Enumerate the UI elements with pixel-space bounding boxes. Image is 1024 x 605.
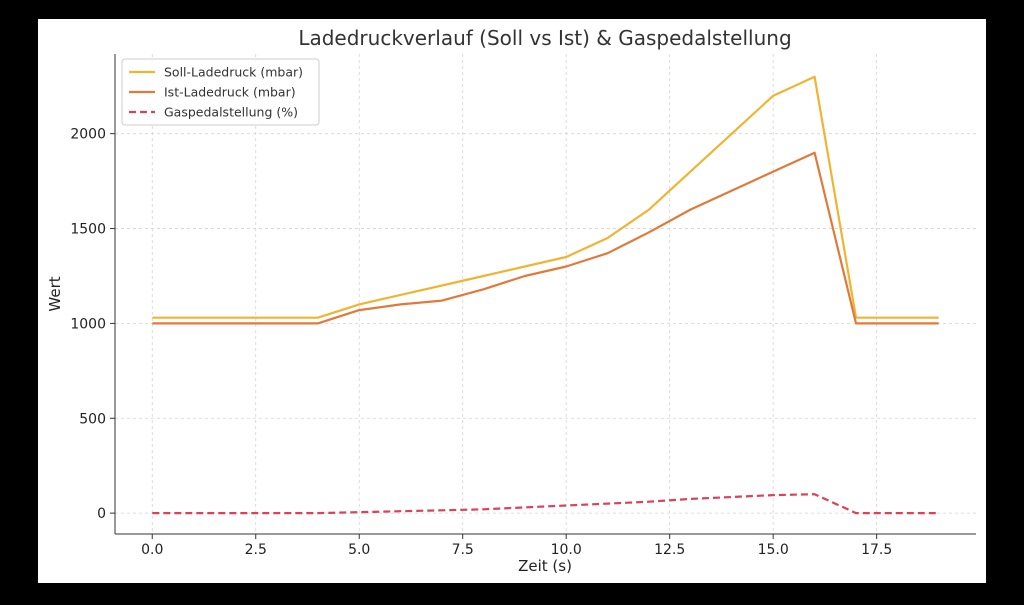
y-tick-label: 0 [97, 506, 106, 522]
legend-label: Gaspedalstellung (%) [164, 105, 298, 120]
series-line-3 [152, 493, 939, 515]
x-tick-label: 17.5 [861, 542, 892, 558]
chart-title: Ladedruckverlauf (Soll vs Ist) & Gaspeda… [298, 26, 791, 50]
x-tick-label: 5.0 [348, 542, 370, 558]
x-tick-label: 12.5 [654, 542, 685, 558]
y-tick-label: 2000 [70, 127, 106, 143]
y-axis-label: Wert [46, 276, 64, 311]
x-tick-label: 7.5 [452, 542, 474, 558]
x-tick-label: 15.0 [758, 542, 789, 558]
x-axis-label: Zeit (s) [518, 557, 572, 575]
legend: Soll-Ladedruck (mbar) Ist-Ladedruck (mbar… [121, 58, 320, 126]
grid-lines [115, 54, 976, 534]
legend-label: Ist-Ladedruck (mbar) [164, 85, 296, 100]
x-tick-label: 2.5 [245, 542, 267, 558]
legend-label: Soll-Ladedruck (mbar) [164, 65, 303, 80]
legend-box [121, 58, 320, 126]
y-tick-label: 1000 [70, 316, 106, 332]
y-tick-label: 1500 [70, 222, 106, 238]
x-tick-label: 10.0 [551, 542, 582, 558]
series-line-2 [152, 151, 939, 325]
y-tick-label: 500 [79, 411, 106, 427]
axes [110, 54, 976, 539]
x-tick-label: 0.0 [141, 542, 163, 558]
series-lines [152, 75, 939, 515]
line-chart: Ladedruckverlauf (Soll vs Ist) & Gaspeda… [46, 26, 976, 575]
chart-canvas: Ladedruckverlauf (Soll vs Ist) & Gaspeda… [38, 19, 986, 583]
series-line-1 [152, 75, 939, 319]
tick-labels: 0.0 2.5 5.0 7.5 10.0 12.5 15.0 17.5 0 500 1000 1500… [70, 127, 892, 558]
